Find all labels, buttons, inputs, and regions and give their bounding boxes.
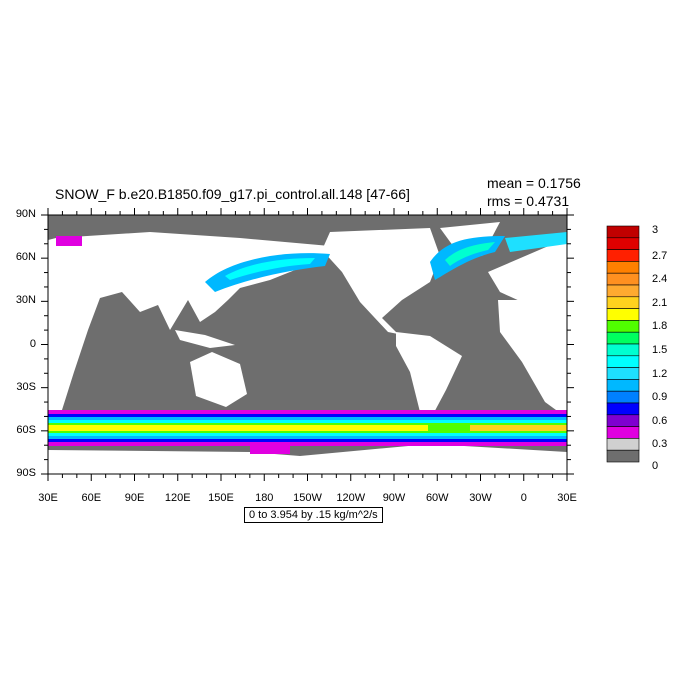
continents <box>48 222 567 474</box>
colorbar-box <box>606 390 640 404</box>
lat-label: 30S <box>16 381 36 393</box>
plot-title: SNOW_F b.e20.B1850.f09_g17.pi_control.al… <box>55 186 410 202</box>
lon-label: 60W <box>425 492 449 504</box>
colorbar-box <box>606 261 640 274</box>
lon-label: 180 <box>255 492 274 504</box>
colorbar-box <box>606 355 640 368</box>
colorbar-box <box>606 367 640 380</box>
axis-ticks <box>41 208 574 481</box>
colorbar-label: 0 <box>652 460 659 472</box>
lat-label: 60S <box>16 424 36 436</box>
colorbar-label: 2.7 <box>652 249 668 262</box>
colorbar-box <box>606 249 640 262</box>
colorbar-box <box>606 449 640 463</box>
colorbar-box <box>606 438 640 451</box>
colorbar-box <box>606 284 640 298</box>
colorbar-box <box>606 320 640 333</box>
lon-label: 150W <box>293 492 322 504</box>
colorbar-box <box>606 296 640 309</box>
lat-label: 60N <box>15 251 36 263</box>
lon-label: 0 <box>520 492 527 504</box>
colorbar <box>606 225 640 463</box>
colorbar-box <box>606 237 640 250</box>
colorbar-box <box>606 331 640 345</box>
lon-label: 60E <box>81 492 102 504</box>
colorbar-box <box>606 272 640 286</box>
mean-stat: mean = 0.1756 <box>487 175 581 191</box>
rms-stat: rms = 0.4731 <box>487 193 570 209</box>
lon-label: 150E <box>208 492 234 504</box>
colorbar-label: 3 <box>652 224 659 236</box>
lon-label: 90W <box>382 492 406 504</box>
lon-label: 30E <box>38 492 58 504</box>
lon-label: 120E <box>164 492 191 504</box>
lat-label: 30N <box>15 294 36 306</box>
colorbar-box <box>606 414 640 427</box>
colorbar-box <box>606 308 640 321</box>
colorbar-box <box>606 225 640 239</box>
lat-label: 90N <box>15 208 36 220</box>
lon-label: 30W <box>469 492 492 504</box>
colorbar-label: 1.8 <box>652 320 668 333</box>
colorbar-box <box>606 343 640 357</box>
lat-label: 90S <box>16 467 36 479</box>
colorbar-label: 2.1 <box>652 296 668 309</box>
colorbar-label: 0.6 <box>652 414 668 427</box>
colorbar-box <box>606 379 640 392</box>
colorbar-box <box>606 426 640 439</box>
contour-info-box: 0 to 3.954 by .15 kg/m^2/s <box>244 507 383 523</box>
lon-label: 30E <box>557 492 577 504</box>
colorbar-box <box>606 402 640 416</box>
colorbar-label: 0.9 <box>652 391 668 404</box>
colorbar-label: 1.5 <box>652 343 668 356</box>
snow-field-south <box>48 410 567 454</box>
lat-label: 0 <box>29 337 36 350</box>
colorbar-label: 0.3 <box>652 438 668 451</box>
lon-label: 90E <box>124 492 145 504</box>
colorbar-label: 2.4 <box>652 273 668 286</box>
lon-label: 120W <box>336 492 366 504</box>
colorbar-label: 1.2 <box>652 367 668 380</box>
snow-field-north <box>56 232 567 292</box>
